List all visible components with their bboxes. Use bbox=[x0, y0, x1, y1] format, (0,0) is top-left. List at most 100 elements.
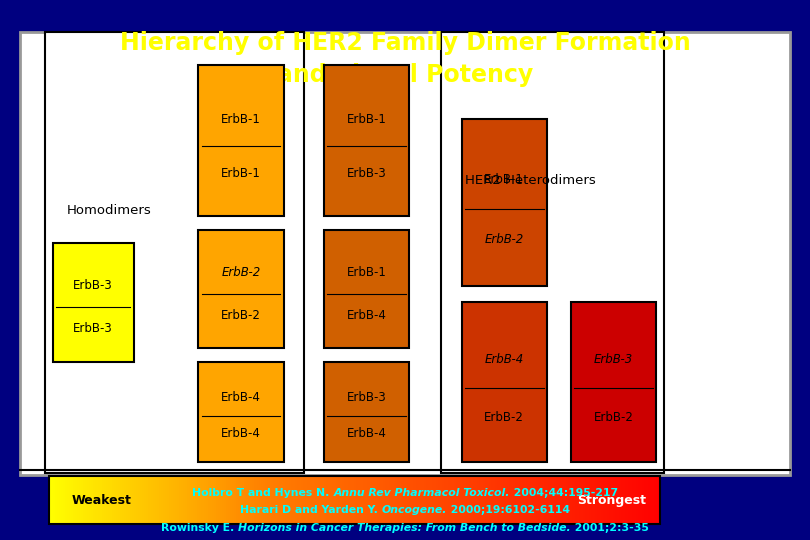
Bar bbox=[271, 476, 274, 524]
Bar bbox=[577, 476, 579, 524]
Bar bbox=[621, 476, 625, 524]
Bar bbox=[471, 476, 473, 524]
Text: Homodimers: Homodimers bbox=[67, 204, 151, 217]
Bar bbox=[363, 476, 365, 524]
Bar bbox=[377, 476, 380, 524]
Text: ErbB-1: ErbB-1 bbox=[221, 113, 261, 126]
Bar bbox=[93, 476, 96, 524]
Bar bbox=[460, 476, 463, 524]
Bar bbox=[224, 476, 227, 524]
Bar bbox=[644, 476, 646, 524]
Text: and Signal Potency: and Signal Potency bbox=[277, 63, 533, 86]
Bar bbox=[407, 476, 410, 524]
Bar bbox=[164, 476, 168, 524]
Bar bbox=[83, 476, 86, 524]
Bar bbox=[428, 476, 431, 524]
Bar bbox=[652, 476, 654, 524]
Bar bbox=[104, 476, 106, 524]
Bar bbox=[483, 476, 486, 524]
Bar bbox=[452, 476, 455, 524]
Bar bbox=[246, 476, 249, 524]
Bar bbox=[194, 476, 196, 524]
Bar bbox=[187, 476, 190, 524]
Text: ErbB-3: ErbB-3 bbox=[347, 392, 386, 404]
Bar bbox=[350, 476, 353, 524]
Bar bbox=[573, 476, 575, 524]
Bar bbox=[518, 476, 520, 524]
Bar bbox=[586, 476, 590, 524]
Bar bbox=[391, 476, 394, 524]
Bar bbox=[308, 476, 310, 524]
Bar bbox=[375, 476, 377, 524]
Bar bbox=[51, 476, 53, 524]
Bar bbox=[450, 476, 453, 524]
Bar bbox=[605, 476, 608, 524]
Bar bbox=[242, 476, 245, 524]
Bar bbox=[160, 476, 164, 524]
Bar bbox=[296, 476, 298, 524]
Bar bbox=[279, 476, 282, 524]
Bar bbox=[287, 476, 290, 524]
Bar bbox=[139, 476, 141, 524]
Bar bbox=[503, 476, 506, 524]
Bar bbox=[171, 476, 174, 524]
Bar bbox=[85, 476, 88, 524]
Bar bbox=[464, 476, 467, 524]
Bar bbox=[316, 476, 318, 524]
Bar bbox=[589, 476, 591, 524]
Bar bbox=[283, 476, 286, 524]
Bar bbox=[436, 476, 439, 524]
Text: HER2 Heterodimers: HER2 Heterodimers bbox=[465, 174, 596, 187]
Bar bbox=[654, 476, 657, 524]
Bar bbox=[542, 476, 545, 524]
Bar bbox=[440, 476, 443, 524]
Bar bbox=[147, 476, 149, 524]
Bar bbox=[198, 230, 284, 348]
Bar bbox=[595, 476, 598, 524]
Bar bbox=[324, 362, 409, 462]
Bar bbox=[475, 476, 477, 524]
Bar bbox=[79, 476, 82, 524]
Bar bbox=[548, 476, 551, 524]
Bar bbox=[413, 476, 416, 524]
Bar bbox=[597, 476, 599, 524]
Bar bbox=[385, 476, 388, 524]
Bar bbox=[522, 476, 524, 524]
Bar bbox=[124, 476, 127, 524]
Bar bbox=[582, 476, 586, 524]
Bar bbox=[569, 476, 571, 524]
Text: ErbB-2: ErbB-2 bbox=[594, 410, 633, 423]
Bar bbox=[491, 476, 494, 524]
Bar bbox=[241, 476, 243, 524]
Bar bbox=[565, 476, 567, 524]
Bar bbox=[454, 476, 457, 524]
Bar bbox=[601, 476, 604, 524]
Bar bbox=[514, 476, 516, 524]
Bar bbox=[81, 476, 84, 524]
Bar bbox=[448, 476, 451, 524]
Bar bbox=[650, 476, 653, 524]
Bar bbox=[446, 476, 449, 524]
Bar bbox=[535, 476, 539, 524]
Bar bbox=[356, 476, 360, 524]
Bar bbox=[426, 476, 428, 524]
Bar bbox=[96, 476, 98, 524]
Bar bbox=[395, 476, 398, 524]
Bar bbox=[87, 476, 90, 524]
Bar bbox=[538, 476, 541, 524]
Bar bbox=[250, 476, 254, 524]
Bar bbox=[511, 476, 514, 524]
Bar bbox=[487, 476, 490, 524]
Bar bbox=[198, 65, 284, 216]
Bar bbox=[497, 476, 500, 524]
Bar bbox=[114, 476, 117, 524]
Text: ErbB-1: ErbB-1 bbox=[347, 113, 386, 126]
Text: Annu Rev Pharmacol Toxicol.: Annu Rev Pharmacol Toxicol. bbox=[333, 488, 509, 498]
Text: 2001;2:3-35: 2001;2:3-35 bbox=[571, 523, 649, 532]
Bar bbox=[338, 476, 341, 524]
Bar bbox=[97, 476, 100, 524]
Bar bbox=[112, 476, 115, 524]
Bar bbox=[430, 476, 433, 524]
Bar bbox=[411, 476, 414, 524]
Bar bbox=[163, 476, 165, 524]
